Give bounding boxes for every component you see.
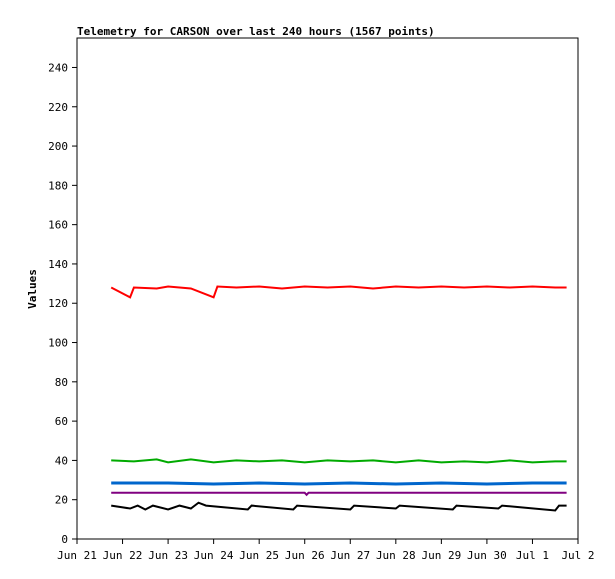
x-tick-label: Jun 27	[330, 549, 370, 562]
y-tick-label: 180	[48, 179, 68, 192]
y-tick-label: 20	[55, 494, 68, 507]
y-tick-label: 40	[55, 454, 68, 467]
x-tick-label: Jul 2	[561, 549, 594, 562]
x-tick-label: Jun 25	[239, 549, 279, 562]
x-tick-label: Jun 23	[148, 549, 188, 562]
x-tick-label: Jun 29	[421, 549, 461, 562]
y-tick-label: 80	[55, 376, 68, 389]
y-tick-label: 220	[48, 101, 68, 114]
y-tick-label: 60	[55, 415, 68, 428]
series-line-5	[111, 501, 567, 512]
chart-title: Telemetry for CARSON over last 240 hours…	[77, 25, 435, 38]
y-tick-label: 140	[48, 258, 68, 271]
y-tick-label: 0	[61, 533, 68, 546]
series-line-2	[111, 458, 567, 464]
x-tick-label: Jun 26	[285, 549, 325, 562]
y-tick-label: 160	[48, 219, 68, 232]
y-tick-label: 120	[48, 297, 68, 310]
series-line-1	[110, 285, 567, 299]
y-axis: 0 20 40 60 80 100 120 140 160 180 200 220 240	[48, 61, 77, 546]
x-tick-label: Jun 22	[103, 549, 143, 562]
y-axis-label: Values	[26, 269, 39, 309]
x-tick-label: Jul 1	[516, 549, 549, 562]
series-line-3	[111, 481, 567, 486]
series-layer	[110, 285, 567, 512]
x-tick-label: Jun 30	[467, 549, 507, 562]
x-tick-label: Jun 21	[57, 549, 97, 562]
y-tick-label: 240	[48, 61, 68, 74]
y-tick-label: 200	[48, 140, 68, 153]
x-axis: Jun 21 Jun 22 Jun 23 Jun 24 Jun 25 Jun 26 Jun …	[57, 539, 595, 562]
y-tick-label: 100	[48, 337, 68, 350]
x-tick-label: Jun 24	[194, 549, 234, 562]
x-tick-label: Jun 28	[376, 549, 416, 562]
series-line-4	[111, 491, 567, 497]
